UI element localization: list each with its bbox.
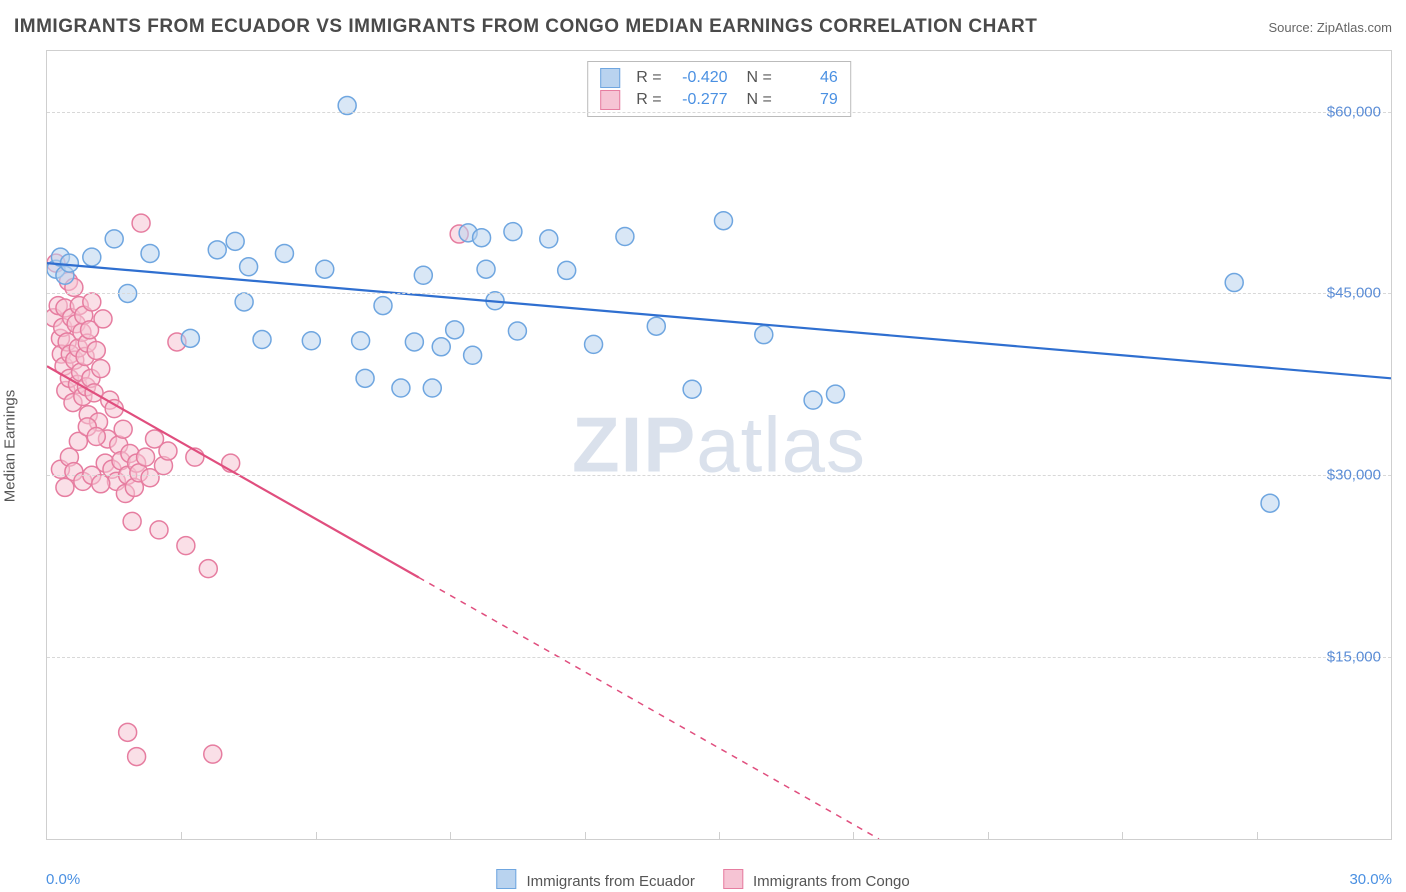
bottom-legend: Immigrants from Ecuador Immigrants from … — [496, 869, 909, 890]
data-point — [123, 512, 141, 530]
data-point — [755, 326, 773, 344]
data-point — [446, 321, 464, 339]
data-point — [540, 230, 558, 248]
data-point — [647, 317, 665, 335]
data-point — [683, 380, 701, 398]
gridline — [47, 657, 1391, 658]
x-tick — [988, 832, 989, 840]
data-point — [105, 230, 123, 248]
data-point — [585, 335, 603, 353]
data-point — [1225, 274, 1243, 292]
data-point — [181, 329, 199, 347]
data-point — [558, 261, 576, 279]
trend-line — [47, 263, 1391, 378]
data-point — [235, 293, 253, 311]
y-tick-label: $45,000 — [1327, 285, 1381, 302]
data-point — [352, 332, 370, 350]
data-point — [137, 448, 155, 466]
chart-source: Source: ZipAtlas.com — [1268, 20, 1392, 35]
plot-container: ZIPatlas R = -0.420 N = 46 R = -0.277 N … — [46, 50, 1392, 840]
data-point — [208, 241, 226, 259]
data-point — [804, 391, 822, 409]
data-point — [87, 341, 105, 359]
x-tick — [1122, 832, 1123, 840]
data-point — [83, 293, 101, 311]
data-point — [119, 723, 137, 741]
data-point — [132, 214, 150, 232]
chart-svg — [47, 51, 1391, 839]
data-point — [374, 297, 392, 315]
data-point — [177, 537, 195, 555]
data-point — [392, 379, 410, 397]
x-tick — [1257, 832, 1258, 840]
data-point — [94, 310, 112, 328]
gridline — [47, 475, 1391, 476]
data-point — [240, 258, 258, 276]
x-tick — [1391, 832, 1392, 840]
data-point — [356, 369, 374, 387]
data-point — [423, 379, 441, 397]
chart-header: IMMIGRANTS FROM ECUADOR VS IMMIGRANTS FR… — [14, 16, 1392, 38]
data-point — [150, 521, 168, 539]
data-point — [159, 442, 177, 460]
data-point — [199, 560, 217, 578]
bottom-swatch-congo — [723, 869, 743, 889]
data-point — [92, 475, 110, 493]
data-point — [253, 331, 271, 349]
data-point — [56, 478, 74, 496]
data-point — [87, 428, 105, 446]
x-tick — [585, 832, 586, 840]
x-tick — [853, 832, 854, 840]
data-point — [508, 322, 526, 340]
data-point — [1261, 494, 1279, 512]
data-point — [60, 254, 78, 272]
data-point — [92, 360, 110, 378]
data-point — [226, 232, 244, 250]
data-point — [826, 385, 844, 403]
bottom-swatch-ecuador — [496, 869, 516, 889]
bottom-legend-item-congo: Immigrants from Congo — [723, 869, 910, 890]
data-point — [714, 212, 732, 230]
gridline — [47, 112, 1391, 113]
data-point — [204, 745, 222, 763]
y-tick-label: $15,000 — [1327, 649, 1381, 666]
data-point — [432, 338, 450, 356]
x-axis-max-label: 30.0% — [1349, 871, 1392, 888]
trend-line-dashed — [419, 578, 879, 839]
data-point — [473, 229, 491, 247]
x-tick — [719, 832, 720, 840]
y-tick-label: $30,000 — [1327, 467, 1381, 484]
data-point — [275, 244, 293, 262]
chart-title: IMMIGRANTS FROM ECUADOR VS IMMIGRANTS FR… — [14, 16, 1037, 38]
bottom-legend-label-ecuador: Immigrants from Ecuador — [526, 873, 694, 890]
data-point — [83, 248, 101, 266]
data-point — [405, 333, 423, 351]
y-tick-label: $60,000 — [1327, 103, 1381, 120]
x-tick — [316, 832, 317, 840]
data-point — [141, 244, 159, 262]
data-point — [302, 332, 320, 350]
data-point — [504, 223, 522, 241]
x-tick — [181, 832, 182, 840]
data-point — [114, 420, 132, 438]
plot-area: ZIPatlas R = -0.420 N = 46 R = -0.277 N … — [46, 50, 1392, 840]
data-point — [616, 227, 634, 245]
x-axis-min-label: 0.0% — [46, 871, 80, 888]
bottom-legend-item-ecuador: Immigrants from Ecuador — [496, 869, 695, 890]
x-tick — [450, 832, 451, 840]
data-point — [464, 346, 482, 364]
data-point — [316, 260, 334, 278]
data-point — [477, 260, 495, 278]
data-point — [414, 266, 432, 284]
y-axis-label: Median Earnings — [2, 390, 19, 503]
gridline — [47, 293, 1391, 294]
data-point — [128, 748, 146, 766]
bottom-legend-label-congo: Immigrants from Congo — [753, 873, 910, 890]
